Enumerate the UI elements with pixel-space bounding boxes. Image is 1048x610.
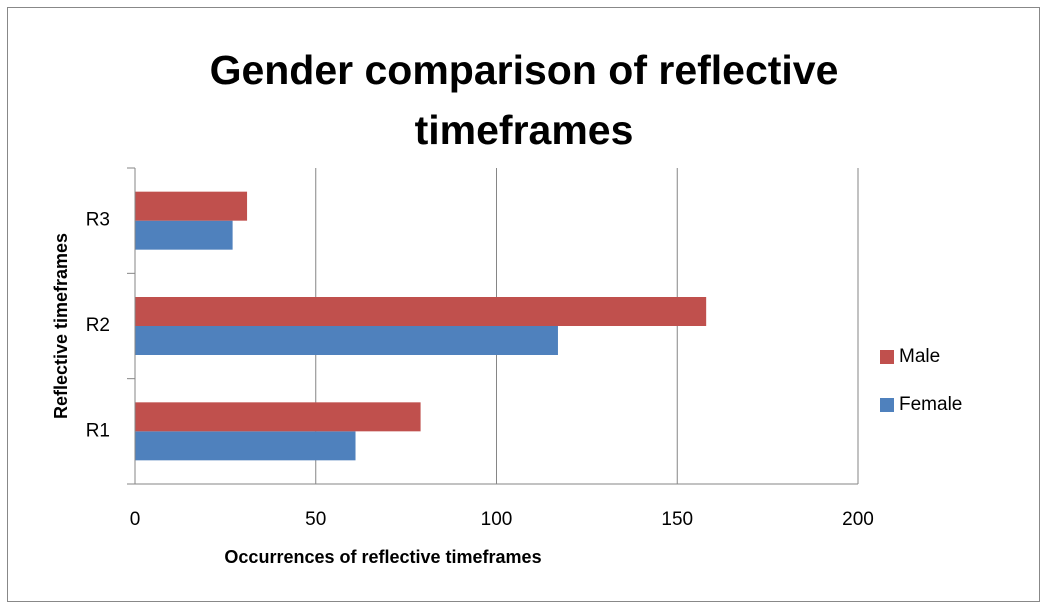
x-tick-label: 50: [305, 509, 326, 530]
bar: [135, 431, 356, 461]
bar: [135, 402, 421, 432]
x-tick-label: 150: [661, 509, 693, 530]
y-tick-label: R1: [86, 420, 110, 441]
bar: [135, 191, 248, 221]
bar: [135, 220, 233, 250]
chart-title: Gender comparison of reflective timefram…: [209, 47, 839, 153]
x-tick-label: 0: [130, 509, 141, 530]
bar: [135, 297, 707, 326]
x-axis-label: Occurrences of reflective timeframes: [224, 547, 541, 567]
legend-label: Female: [899, 394, 962, 415]
x-tick-label: 100: [481, 509, 513, 530]
y-tick-label: R3: [86, 210, 110, 231]
x-tick-label: 200: [842, 509, 874, 530]
legend-label: Male: [899, 346, 940, 367]
legend-swatch: [880, 398, 894, 412]
legend-swatch: [880, 350, 894, 364]
y-axis-label: Reflective timeframes: [51, 233, 71, 419]
bar: [135, 326, 558, 355]
y-tick-label: R2: [86, 315, 110, 336]
